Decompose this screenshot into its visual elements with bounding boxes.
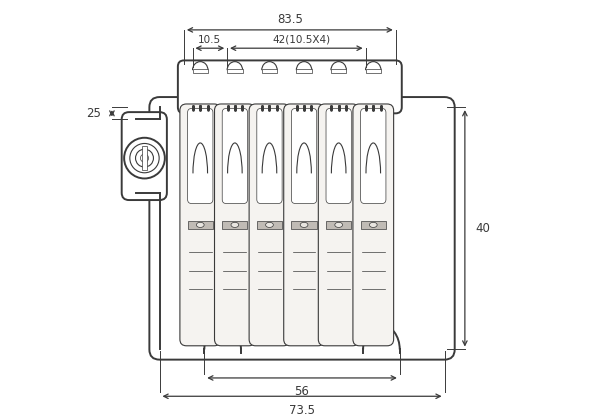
FancyBboxPatch shape	[353, 104, 394, 346]
Polygon shape	[363, 325, 400, 349]
Ellipse shape	[266, 222, 274, 228]
Text: 56: 56	[295, 385, 310, 398]
FancyBboxPatch shape	[326, 109, 352, 204]
Bar	[262, 70, 277, 73]
Bar	[296, 70, 312, 73]
FancyBboxPatch shape	[215, 104, 255, 346]
Text: 73.5: 73.5	[289, 403, 315, 416]
FancyBboxPatch shape	[178, 60, 402, 114]
Text: 83.5: 83.5	[277, 13, 303, 26]
Bar	[365, 70, 381, 73]
Bar	[227, 70, 242, 73]
Ellipse shape	[231, 222, 239, 228]
FancyBboxPatch shape	[122, 112, 167, 200]
FancyBboxPatch shape	[188, 109, 213, 204]
Bar	[361, 221, 386, 228]
Bar	[292, 221, 317, 228]
FancyBboxPatch shape	[361, 109, 386, 204]
FancyBboxPatch shape	[292, 109, 317, 204]
Text: 40: 40	[475, 222, 490, 235]
Text: 10.5: 10.5	[198, 35, 221, 45]
FancyBboxPatch shape	[284, 104, 325, 346]
Bar	[142, 146, 146, 171]
FancyBboxPatch shape	[249, 104, 290, 346]
FancyBboxPatch shape	[319, 104, 359, 346]
Ellipse shape	[335, 222, 343, 228]
Polygon shape	[205, 325, 241, 349]
FancyBboxPatch shape	[149, 97, 455, 360]
Text: 42(10.5X4): 42(10.5X4)	[272, 35, 330, 45]
Bar	[222, 221, 247, 228]
FancyBboxPatch shape	[180, 104, 221, 346]
Text: 25: 25	[86, 107, 101, 120]
Bar	[257, 221, 282, 228]
FancyBboxPatch shape	[222, 109, 248, 204]
Ellipse shape	[370, 222, 377, 228]
FancyBboxPatch shape	[257, 109, 282, 204]
Bar	[188, 221, 213, 228]
Ellipse shape	[300, 222, 308, 228]
Bar	[193, 70, 208, 73]
Ellipse shape	[196, 222, 204, 228]
Bar	[331, 70, 346, 73]
Bar	[326, 221, 351, 228]
